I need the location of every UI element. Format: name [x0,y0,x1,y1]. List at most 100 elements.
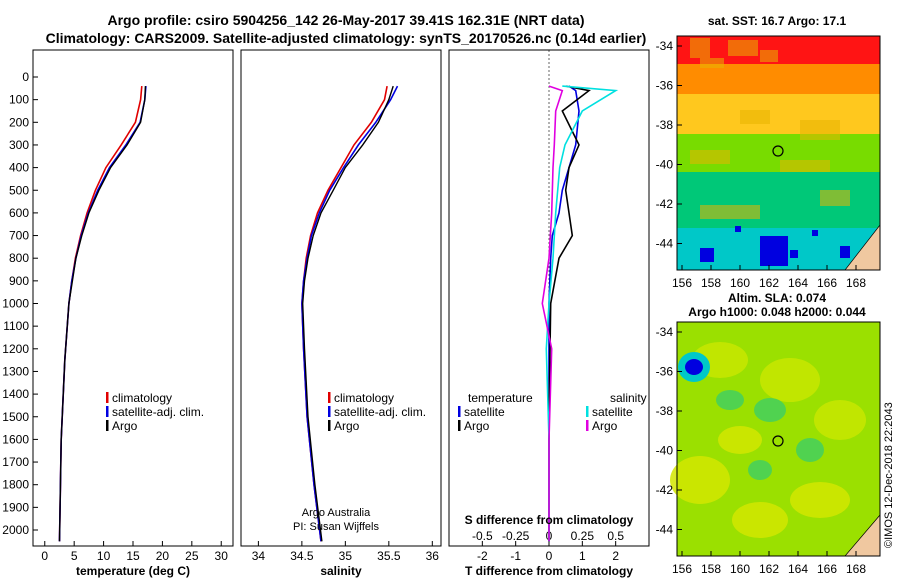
sla-low-patch [716,390,744,410]
sla-high-patch [718,426,762,454]
satellite-adj-clim--line [301,85,399,542]
title-line-2: Climatology: CARS2009. Satellite-adjuste… [46,30,647,46]
map-y-tick-label: -38 [656,118,674,132]
sst-map-panel: sat. SST: 16.7 Argo: 17.1 156 158 160 162 16… [656,14,881,290]
sst-texture [820,190,850,206]
sst-band [677,64,880,94]
credit-line-1: Argo Australia [302,507,371,519]
map-x-tick-label: 168 [846,562,866,576]
sst-texture [760,50,778,62]
legend-swatch [106,406,109,417]
sst-texture [728,40,758,56]
y-tick-label: 800 [9,251,29,265]
credit-line-2: PI: Susan Wijffels [293,521,379,533]
legend-swatch [328,420,331,431]
salinity-frame [240,49,442,547]
legend-swatch [106,420,109,431]
s-tick-label: -0.5 [472,529,493,543]
s-tick-label: -0.25 [502,529,530,543]
sla-high-patch [814,400,866,440]
sla-high-patch [790,482,850,518]
sla-map-title-2: Argo h1000: 0.048 h2000: 0.044 [688,305,866,319]
legend-label: Argo [592,419,618,433]
x-tick-label: 30 [215,549,229,563]
map-x-tick-label: 166 [817,276,837,290]
sst-texture [780,160,830,172]
sst-cold-cell [840,246,850,258]
map-x-tick-label: 164 [788,562,808,576]
map-x-tick-label: 160 [730,276,750,290]
sla-argo-marker [772,435,784,447]
y-tick-label: 1500 [2,410,29,424]
map-y-tick-label: -40 [656,158,674,172]
sst-argo-marker [772,145,784,157]
legend-label: Argo [464,419,490,433]
map-x-tick-label: 162 [759,562,779,576]
salinity-tick-labels: 34 34.5 35 35.5 36 [252,541,440,563]
y-tick-label: 1600 [2,432,29,446]
sst-texture [800,120,840,140]
x-tick-label: 20 [156,549,170,563]
s-satellite-line [545,85,619,542]
sla-map-image [670,322,881,557]
x-tick-label: 35.5 [377,549,401,563]
t-argo-line [548,85,591,542]
y-tick-label: 100 [9,93,29,107]
legend-swatch [106,392,109,403]
s-tick-label: 0.25 [571,529,595,543]
sst-map-frame [676,35,881,271]
salinity-xlabel: salinity [320,564,362,578]
sst-texture [690,150,730,164]
sst-texture [700,58,724,68]
y-tick-label: 600 [9,206,29,220]
legend-swatch [328,406,331,417]
map-x-tick-label: 158 [701,562,721,576]
x-tick-label: 34 [252,549,266,563]
sst-cold-cell [812,230,818,236]
x-tick-label: 34.5 [290,549,314,563]
s-difference-label: S difference from climatology [465,513,634,527]
y-tick-label: 1100 [3,319,29,333]
imos-stamp: ©IMOS 12-Dec-2018 22:2043 [883,402,895,548]
y-tick-label: 500 [9,183,29,197]
x-tick-label: 36 [426,549,440,563]
legend-swatch [328,392,331,403]
y-tick-label: 2000 [2,523,29,537]
y-tick-label: 900 [9,274,29,288]
y-tick-label: 400 [9,161,29,175]
map-x-tick-label: 160 [730,562,750,576]
y-tick-label: 200 [9,115,29,129]
map-x-tick-label: 158 [701,276,721,290]
s-tick-label: 0.5 [607,529,624,543]
sst-map-title: sat. SST: 16.7 Argo: 17.1 [708,14,847,28]
y-tick-label: 1000 [2,297,29,311]
y-tick-label: 300 [9,138,29,152]
sla-low-patch [754,398,786,422]
legend-swatch [458,406,461,417]
sst-cold-cell [700,248,714,262]
y-tick-label: 1700 [2,455,29,469]
map-y-tick-label: -36 [656,79,674,93]
map-y-tick-label: -38 [656,404,674,418]
x-tick-label: 35 [339,549,353,563]
map-x-tick-label: 156 [672,562,692,576]
sla-map-title-1: Altim. SLA: 0.074 [728,291,826,305]
t-tick-label: -2 [477,549,488,563]
x-tick-label: 10 [97,549,111,563]
map-x-tick-label: 164 [788,276,808,290]
temperature-xlabel: temperature (deg C) [76,564,190,578]
sst-texture [740,110,770,124]
legend-label: climatology [334,391,394,405]
map-x-tick-label: 162 [759,276,779,290]
legend-label: satellite-adj. clim. [112,405,204,419]
map-y-tick-label: -42 [656,197,674,211]
legend-swatch [458,420,461,431]
sst-band [677,94,880,134]
sla-high-patch [732,502,788,538]
sst-cold-cell [790,250,798,258]
salinity-panel: 34 34.5 35 35.5 36 salinity climatologysatel… [240,49,442,578]
title-line-1: Argo profile: csiro 5904256_142 26-May-2… [107,12,584,28]
legend-swatch [586,420,589,431]
